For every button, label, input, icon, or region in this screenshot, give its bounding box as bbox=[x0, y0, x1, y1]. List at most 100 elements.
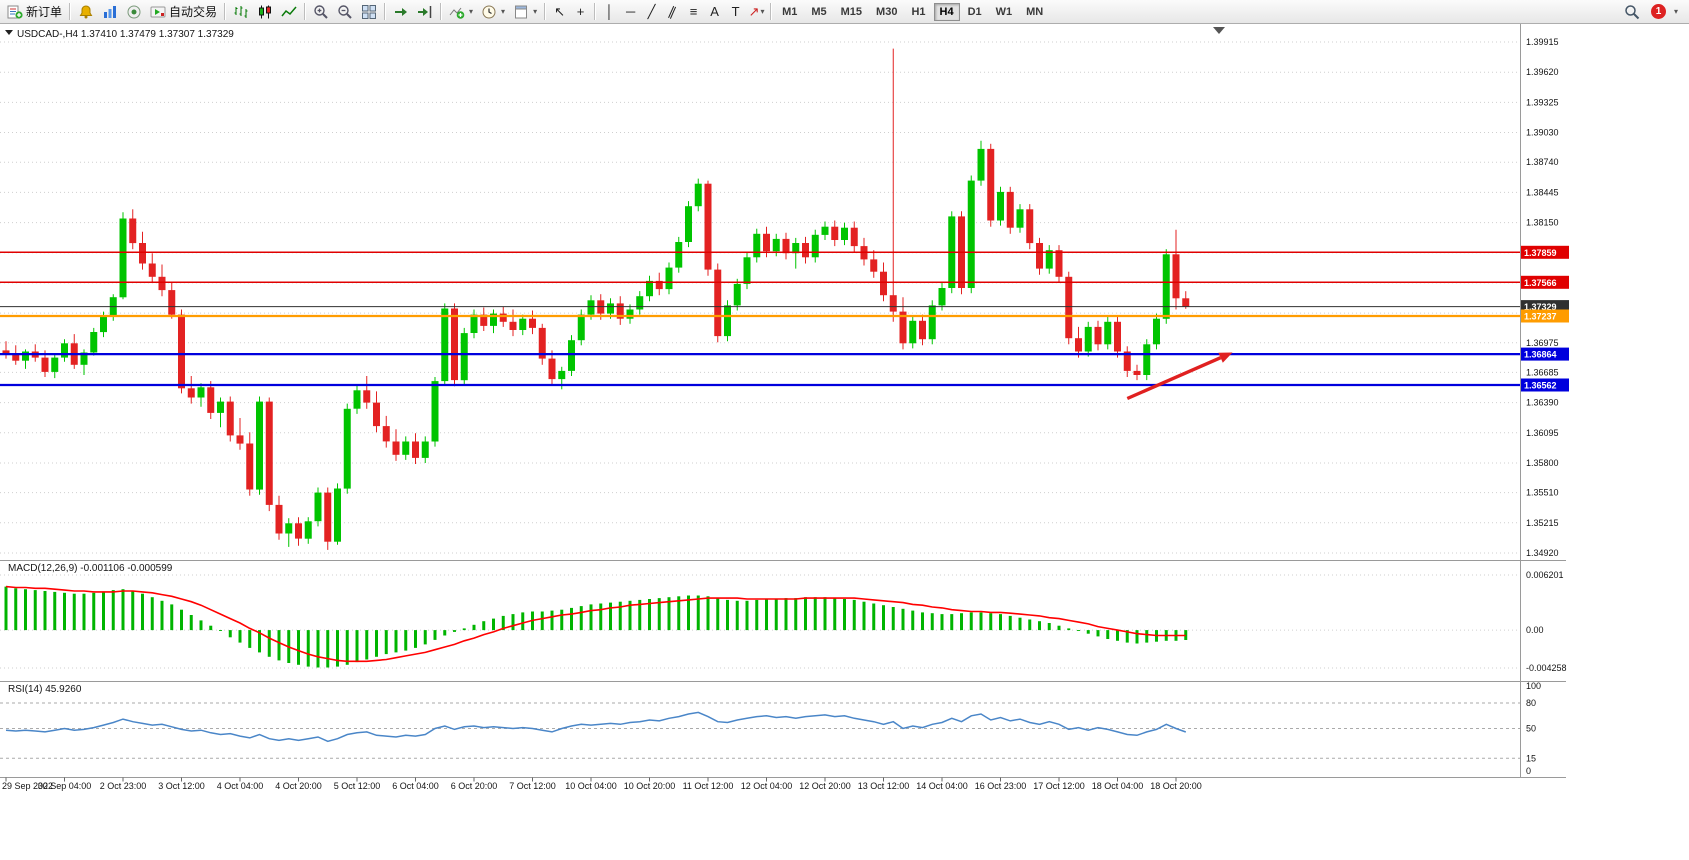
candle bbox=[275, 495, 283, 540]
price-axis-label: 1.39325 bbox=[1526, 97, 1559, 107]
community-button[interactable] bbox=[122, 2, 146, 22]
line-chart-button[interactable] bbox=[277, 2, 301, 22]
auto-trading-icon bbox=[150, 6, 166, 17]
new-order-icon bbox=[7, 5, 23, 19]
tile-windows-button[interactable] bbox=[357, 2, 381, 22]
candle bbox=[129, 209, 137, 250]
toolbar-separator bbox=[594, 3, 597, 20]
timeframe-button-m5[interactable]: M5 bbox=[805, 3, 832, 21]
fibonacci-retracement-tool[interactable]: ≡ bbox=[683, 2, 704, 22]
periods-button[interactable]: ▾ bbox=[477, 2, 509, 22]
candle bbox=[538, 323, 546, 365]
candle bbox=[928, 300, 936, 345]
annotation-arrow[interactable] bbox=[1126, 356, 1222, 401]
time-axis-label: 10 Oct 04:00 bbox=[565, 781, 617, 791]
candle bbox=[1075, 326, 1082, 358]
indicators-button[interactable]: ▾ bbox=[445, 2, 477, 22]
timeframe-button-w1[interactable]: W1 bbox=[990, 3, 1019, 21]
timeframe-button-h1[interactable]: H1 bbox=[905, 3, 931, 21]
auto-trading-label: 自动交易 bbox=[169, 5, 218, 19]
candle bbox=[1104, 316, 1112, 350]
toolbar-separator bbox=[384, 3, 387, 20]
candle bbox=[265, 397, 273, 512]
toolbar-separator bbox=[770, 3, 773, 20]
timeframe-button-m1[interactable]: M1 bbox=[776, 3, 803, 21]
timeframe-button-h4[interactable]: H4 bbox=[933, 2, 960, 21]
price-tag bbox=[1521, 275, 1569, 289]
arrows-tool-icon: ↗ bbox=[748, 3, 760, 19]
timeframe-button-m30[interactable]: M30 bbox=[870, 3, 903, 21]
candle bbox=[148, 253, 156, 283]
candle bbox=[1162, 249, 1170, 324]
timeframe-button-m15[interactable]: M15 bbox=[835, 3, 868, 21]
crosshair-tool-icon: + bbox=[576, 4, 585, 19]
candle bbox=[412, 433, 419, 464]
candle bbox=[1172, 229, 1180, 310]
timeframe-button-d1[interactable]: D1 bbox=[962, 3, 988, 21]
toolbar-separator bbox=[224, 3, 227, 20]
candle bbox=[899, 297, 907, 350]
price-chart-canvas[interactable]: 1.39915 1.39620 1.39325 1.39030 1.38740 1.384… bbox=[0, 24, 1689, 860]
annotation-arrow-head[interactable] bbox=[1218, 352, 1233, 363]
vertical-line-tool[interactable]: │ bbox=[599, 2, 620, 22]
trendline-tool[interactable]: ╱ bbox=[641, 2, 662, 22]
indicators-icon bbox=[449, 7, 465, 19]
search-button[interactable] bbox=[1620, 2, 1644, 22]
candle bbox=[519, 314, 527, 336]
time-axis-label: 10 Oct 20:00 bbox=[624, 781, 676, 791]
time-axis-label: 5 Oct 12:00 bbox=[334, 781, 381, 791]
alerts-button[interactable] bbox=[74, 2, 98, 22]
candle bbox=[548, 350, 556, 386]
candle bbox=[22, 349, 29, 369]
arrows-tool[interactable]: ↗ ▾ bbox=[746, 2, 767, 22]
candle bbox=[704, 180, 712, 276]
price-tag-label: 1.37329 bbox=[1524, 302, 1557, 312]
candle bbox=[1094, 320, 1102, 351]
candle bbox=[831, 220, 839, 247]
candlestick-chart-button[interactable] bbox=[253, 2, 277, 22]
tile-windows-icon bbox=[362, 4, 377, 19]
candle bbox=[1006, 186, 1014, 234]
toolbar-overflow-caret-icon[interactable]: ▾ bbox=[1673, 6, 1678, 16]
candle bbox=[217, 397, 224, 428]
macd-scale-label: 0.00 bbox=[1526, 625, 1544, 635]
chart-window[interactable]: 1.39915 1.39620 1.39325 1.39030 1.38740 1.384… bbox=[0, 24, 1689, 860]
time-axis-label: 30 Sep 04:00 bbox=[38, 781, 92, 791]
new-order-button[interactable]: 新订单 bbox=[3, 2, 66, 22]
price-axis-label: 1.39915 bbox=[1526, 37, 1559, 47]
price-tag bbox=[1521, 347, 1569, 361]
candle bbox=[724, 300, 731, 342]
equidistant-channel-tool[interactable]: ∥ bbox=[662, 2, 683, 22]
bar-chart-button[interactable] bbox=[229, 2, 253, 22]
candle bbox=[1045, 245, 1053, 274]
price-axis-label: 1.35215 bbox=[1526, 518, 1559, 528]
clock-icon bbox=[482, 5, 496, 18]
chart-collapse-triangle-icon[interactable] bbox=[5, 30, 13, 35]
zoom-out-button[interactable] bbox=[333, 2, 357, 22]
rsi-scale-label: 50 bbox=[1526, 724, 1536, 734]
price-axis-label: 1.38740 bbox=[1526, 157, 1559, 167]
text-tool[interactable]: A bbox=[704, 2, 725, 22]
rsi-scale-label: 100 bbox=[1526, 681, 1541, 691]
market-button[interactable] bbox=[98, 2, 122, 22]
auto-scroll-button[interactable] bbox=[389, 2, 413, 22]
zoom-in-button[interactable] bbox=[309, 2, 333, 22]
caret-down-icon: ▾ bbox=[533, 6, 538, 16]
chart-shift-button[interactable] bbox=[413, 2, 437, 22]
candle bbox=[70, 334, 78, 369]
timeframe-button-mn[interactable]: MN bbox=[1020, 3, 1049, 21]
time-axis-label: 18 Oct 20:00 bbox=[1150, 781, 1202, 791]
line-chart-icon bbox=[281, 6, 297, 16]
crosshair-tool[interactable]: + bbox=[570, 2, 591, 22]
templates-button[interactable]: ▾ bbox=[509, 2, 541, 22]
text-label-tool[interactable]: T bbox=[725, 2, 746, 22]
horizontal-line-tool[interactable]: ─ bbox=[620, 2, 641, 22]
auto-trading-button[interactable]: 自动交易 bbox=[146, 2, 221, 22]
candle bbox=[792, 237, 800, 269]
rsi-line bbox=[5, 711, 1187, 743]
cursor-tool[interactable]: ↖ bbox=[549, 2, 570, 22]
chart-shift-marker[interactable] bbox=[1213, 27, 1225, 34]
price-tag-label: 1.36562 bbox=[1524, 381, 1557, 391]
notification-badge[interactable]: 1 bbox=[1650, 4, 1666, 19]
time-axis-label: 11 Oct 12:00 bbox=[683, 781, 734, 791]
